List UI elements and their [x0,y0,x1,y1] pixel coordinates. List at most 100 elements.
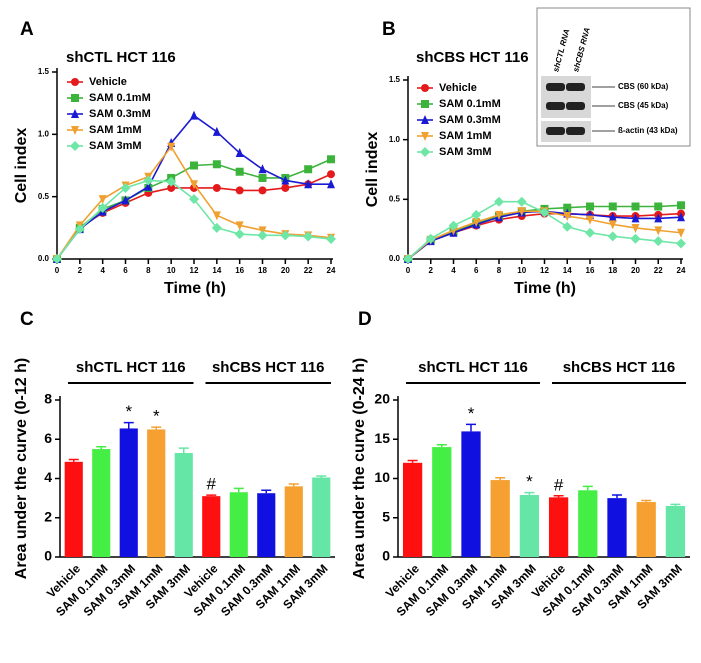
point [586,202,594,211]
panel-letter: D [358,309,372,330]
y-tick-label: 4 [44,469,52,485]
point [449,226,458,236]
point [676,238,686,249]
point [562,221,573,232]
error-bar [288,483,299,487]
point [327,179,335,189]
point [52,254,62,264]
point [654,202,663,211]
point [235,221,244,231]
legend-marker [71,126,79,135]
x-tick-label: 12 [190,266,199,275]
y-tick-label: 0.0 [38,254,50,263]
point [258,173,267,182]
legend-marker [421,115,429,124]
panel-letter: C [20,309,34,330]
bar [665,505,686,557]
x-tick-label: 16 [586,266,595,275]
legend-marker [70,141,80,151]
point [425,233,436,244]
point [235,167,244,176]
x-tick-label: 2 [429,266,434,275]
point [448,220,459,231]
bar [432,447,452,557]
panel-title: shCBS HCT 116 [416,49,529,66]
point [121,195,130,205]
point [211,222,222,233]
group-label: shCTL HCT 116 [76,359,186,376]
legend-label: SAM 3mM [89,140,142,152]
bar [92,449,111,557]
x-tick-label: 10 [517,266,526,275]
y-tick-label: 1.5 [389,75,401,84]
bar [402,462,423,557]
y-tick-label: 15 [374,430,390,446]
significance-marker: # [554,475,564,494]
point [234,229,245,240]
series-line [407,210,682,260]
bar [548,497,569,557]
error-bar [316,475,327,478]
point [258,164,267,174]
point [471,209,482,220]
legend-label: SAM 1mM [439,130,492,142]
point [235,186,244,195]
point [281,175,290,185]
significance-marker: * [526,472,533,491]
blot-band [546,83,565,91]
series-line [56,158,332,260]
bar [519,494,540,557]
legend-label: SAM 0.1mM [439,98,501,110]
point [212,126,221,136]
x-tick-label: 20 [631,266,640,275]
x-tick-label: 12 [540,266,549,275]
bar [147,429,166,557]
point [303,231,314,242]
blot-band [546,127,565,135]
point [189,194,199,205]
error-bar [582,485,593,491]
error-bar [670,503,681,506]
band-label: ß-actin (43 kDa) [618,126,678,135]
point [258,186,267,195]
point [167,183,176,192]
error-bar [261,489,272,494]
point [653,236,664,247]
x-tick-label: 14 [212,266,221,275]
point [403,254,413,264]
error-bar [407,459,418,463]
point [143,175,154,186]
x-tick-label: 18 [258,266,267,275]
group-label: shCBS HCT 116 [563,359,676,376]
y-tick-label: 20 [374,391,390,407]
legend-marker [71,78,79,86]
x-tick-label: 6 [123,266,128,275]
error-bar [495,476,506,481]
error-bar [524,491,535,495]
y-tick-label: 0 [382,548,390,564]
error-bar [178,447,189,453]
error-bar [68,458,79,462]
band-label: CBS (45 kDa) [618,101,669,110]
error-bar [151,426,162,430]
bar [461,431,481,557]
legend-marker [71,109,79,118]
point [190,110,198,120]
x-tick-label: 0 [406,266,411,275]
significance-marker: * [468,404,475,423]
panel-letter: B [382,19,396,40]
point [98,195,107,205]
point [472,218,481,228]
x-tick-label: 6 [474,266,479,275]
point [631,202,640,211]
y-tick-label: 1.0 [38,129,50,138]
significance-marker: # [207,475,217,494]
x-tick-label: 24 [327,266,336,275]
point [74,224,85,235]
bar [636,502,656,557]
point [585,227,595,238]
point [539,207,550,218]
series-line [407,212,682,260]
point [212,183,221,192]
point [608,202,617,211]
